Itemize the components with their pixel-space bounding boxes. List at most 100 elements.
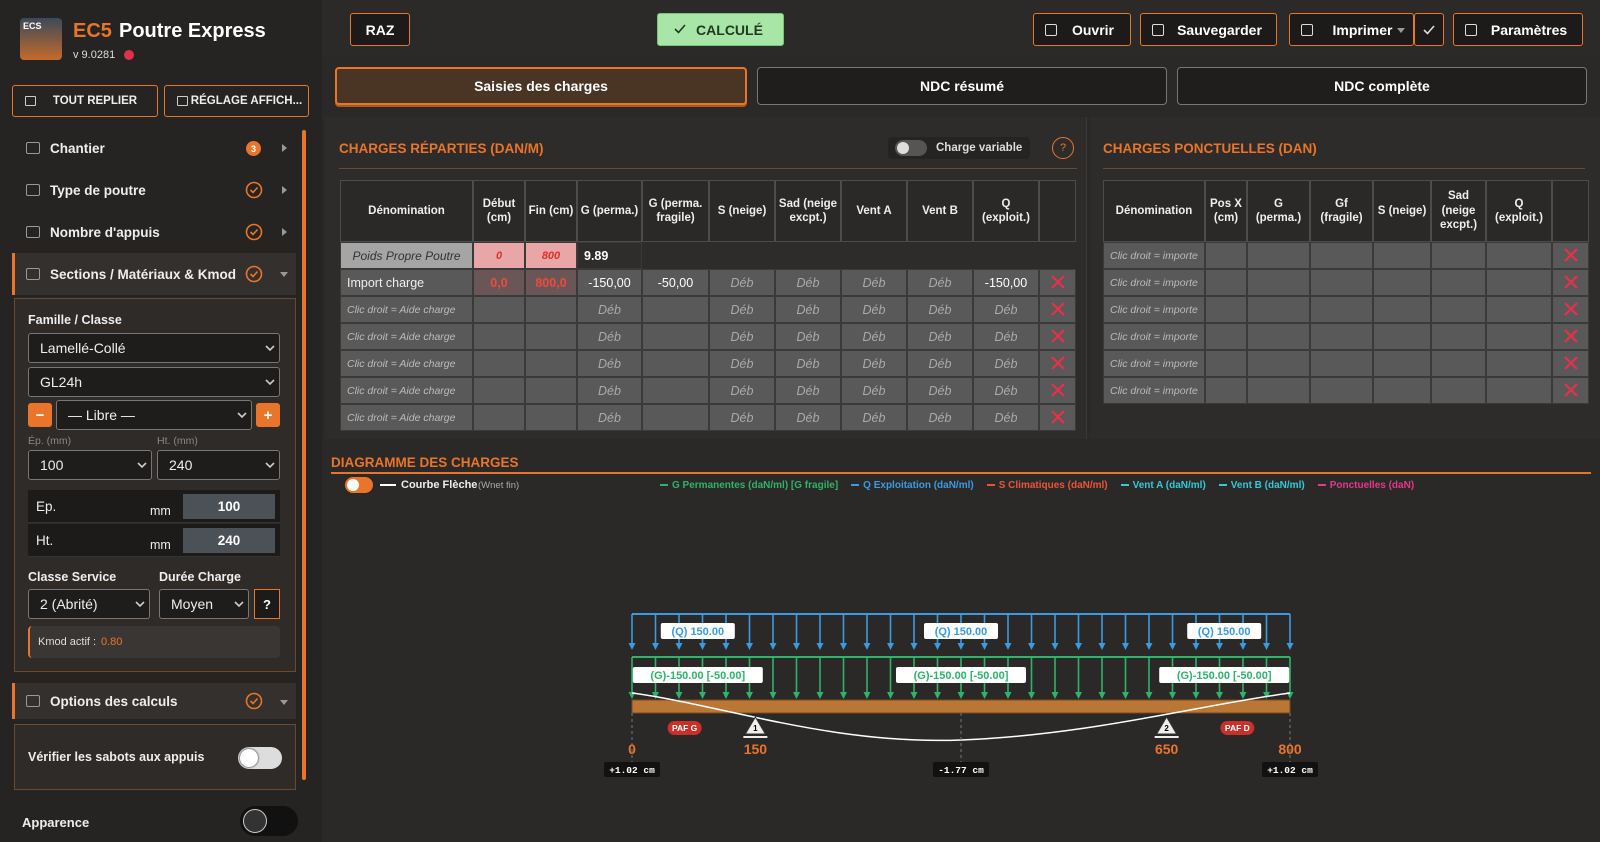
toolbar-button[interactable]: Imprimer xyxy=(1289,13,1414,46)
tab[interactable]: Saisies des charges xyxy=(335,67,747,105)
help-button[interactable]: ? xyxy=(1052,137,1074,159)
table-cell[interactable]: Déb xyxy=(973,296,1039,323)
g-arrowhead xyxy=(863,692,871,699)
table-cell[interactable]: Clic droit = Aide charge xyxy=(340,404,473,431)
service-select[interactable]: 2 (Abrité) xyxy=(28,589,150,619)
table-cell[interactable]: Déb xyxy=(841,350,907,377)
table-cell[interactable]: Déb xyxy=(709,296,775,323)
profil-select[interactable]: — Libre — xyxy=(56,400,252,430)
table-cell[interactable]: Déb xyxy=(841,404,907,431)
table-cell[interactable]: Clic droit = importe xyxy=(1103,269,1205,296)
table-cell[interactable]: Déb xyxy=(775,296,841,323)
table-cell xyxy=(642,377,709,404)
arrow xyxy=(1397,28,1405,33)
table-cell[interactable]: Déb xyxy=(907,296,973,323)
plus-button[interactable]: + xyxy=(256,403,280,427)
classe-select[interactable]: GL24h xyxy=(28,367,280,397)
cross-b xyxy=(1563,383,1578,397)
help-button[interactable]: ? xyxy=(254,589,280,619)
table-cell[interactable]: 0 xyxy=(473,242,525,269)
table-cell[interactable]: 800,0 xyxy=(525,269,577,296)
table-cell[interactable]: Déb xyxy=(577,404,642,431)
table-cell[interactable]: Déb xyxy=(907,377,973,404)
menu-item[interactable] xyxy=(12,253,296,295)
table-cell[interactable]: Clic droit = Aide charge xyxy=(340,377,473,404)
table-cell[interactable]: Déb xyxy=(841,296,907,323)
famille-select[interactable]: Lamellé-Collé xyxy=(28,333,280,363)
deflection-box xyxy=(933,762,989,777)
table-cell[interactable]: Clic droit = Aide charge xyxy=(340,296,473,323)
table-cell[interactable]: Clic droit = Aide charge xyxy=(340,350,473,377)
table-cell[interactable]: Déb xyxy=(709,404,775,431)
table-cell[interactable]: Déb xyxy=(577,350,642,377)
delete-cell[interactable] xyxy=(1552,323,1589,350)
table-cell[interactable]: Déb xyxy=(907,350,973,377)
table-cell[interactable]: Clic droit = importe xyxy=(1103,242,1205,269)
tab[interactable]: NDC complète xyxy=(1177,67,1587,105)
table-cell[interactable]: Déb xyxy=(577,377,642,404)
table-cell[interactable]: -50,00 xyxy=(642,269,709,296)
sidebar-action[interactable]: RÉGLAGE AFFICH... xyxy=(164,85,309,117)
table-cell[interactable]: Déb xyxy=(709,350,775,377)
table-cell[interactable]: Clic droit = importe xyxy=(1103,296,1205,323)
toolbar-button[interactable]: Sauvegarder xyxy=(1140,13,1277,46)
dim-label: Ep. xyxy=(36,499,57,514)
q-arrowhead xyxy=(863,643,871,650)
table-cell[interactable]: Déb xyxy=(709,377,775,404)
table-cell[interactable]: Déb xyxy=(709,269,775,296)
table-cell[interactable]: Déb xyxy=(841,323,907,350)
table-cell[interactable]: Déb xyxy=(841,377,907,404)
table-cell[interactable]: Poids Propre Poutre xyxy=(340,242,473,269)
table-cell[interactable]: Déb xyxy=(775,350,841,377)
dim-input[interactable]: 240 xyxy=(183,528,275,553)
table-cell[interactable]: Déb xyxy=(775,323,841,350)
minus-button[interactable]: − xyxy=(28,403,52,427)
reset-button[interactable]: RAZ xyxy=(350,13,410,46)
table-cell[interactable]: Déb xyxy=(841,269,907,296)
check-ring xyxy=(245,692,263,710)
ht-select[interactable]: 240 xyxy=(157,450,280,480)
table-cell[interactable]: Clic droit = importe xyxy=(1103,377,1205,404)
g-arrowhead xyxy=(746,692,753,699)
table-cell[interactable]: Déb xyxy=(973,377,1039,404)
legend-item: Ponctuelles (daN) xyxy=(1317,476,1414,494)
table-cell[interactable]: Clic droit = importe xyxy=(1103,323,1205,350)
table-cell[interactable]: Déb xyxy=(907,323,973,350)
table-cell[interactable]: Déb xyxy=(907,404,973,431)
table-cell[interactable]: -150,00 xyxy=(973,269,1039,296)
menu-item[interactable] xyxy=(12,683,296,719)
table-cell[interactable]: Déb xyxy=(973,350,1039,377)
table-cell[interactable]: Déb xyxy=(577,296,642,323)
table-cell[interactable]: 0,0 xyxy=(473,269,525,296)
table-cell[interactable]: Déb xyxy=(775,269,841,296)
tab[interactable]: NDC résumé xyxy=(757,67,1167,105)
table-cell[interactable]: Déb xyxy=(973,404,1039,431)
duree-select[interactable]: Moyen xyxy=(159,589,249,619)
table-cell[interactable]: Clic droit = Aide charge xyxy=(340,323,473,350)
table-cell[interactable]: Déb xyxy=(973,323,1039,350)
dim-input[interactable]: 100 xyxy=(183,494,275,519)
table-cell[interactable]: Déb xyxy=(577,323,642,350)
table-cell[interactable]: Déb xyxy=(775,404,841,431)
table-cell[interactable]: Déb xyxy=(709,323,775,350)
table-cell[interactable]: 800 xyxy=(525,242,577,269)
table-cell[interactable]: Import charge xyxy=(340,269,473,296)
status-button[interactable]: CALCULÉ xyxy=(657,13,784,46)
theme-dark xyxy=(243,809,267,833)
legend-swatch xyxy=(851,484,860,486)
table-cell[interactable]: Déb xyxy=(907,269,973,296)
ep-select[interactable]: 100 xyxy=(28,450,152,480)
print-dropdown[interactable] xyxy=(1414,13,1444,46)
check-mark xyxy=(249,697,259,705)
toolbar-button[interactable]: Paramètres xyxy=(1453,13,1583,46)
table-cell xyxy=(1373,296,1431,323)
sidebar-action[interactable]: TOUT REPLIER xyxy=(12,85,158,117)
field-label: Ht. (mm) xyxy=(157,435,198,447)
toolbar-button[interactable]: Ouvrir xyxy=(1033,13,1131,46)
table-cell[interactable]: 9.89 xyxy=(577,242,642,269)
table-cell[interactable]: Clic droit = importe xyxy=(1103,350,1205,377)
delete-cell[interactable] xyxy=(1039,269,1076,296)
legend-label: S Climatiques (daN/ml) xyxy=(998,479,1108,491)
table-cell[interactable]: Déb xyxy=(775,377,841,404)
table-cell[interactable]: -150,00 xyxy=(577,269,642,296)
